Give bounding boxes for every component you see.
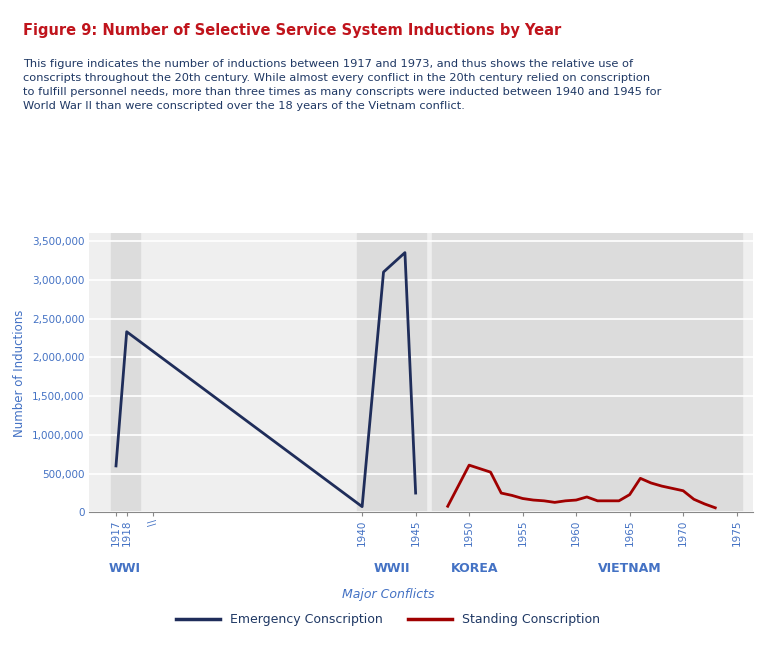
Bar [357,233,426,512]
Bar [518,233,742,512]
Text: WWII: WWII [373,562,410,575]
Text: KOREA: KOREA [451,562,498,575]
Bar [111,233,140,512]
Text: This figure indicates the number of inductions between 1917 and 1973, and thus s: This figure indicates the number of indu… [23,59,662,111]
Text: Major Conflicts: Major Conflicts [341,588,435,601]
Text: VIETNAM: VIETNAM [598,562,661,575]
Legend: Emergency Conscription, Standing Conscription: Emergency Conscription, Standing Conscri… [171,608,605,631]
Text: Figure 9: Number of Selective Service System Inductions by Year: Figure 9: Number of Selective Service Sy… [23,23,562,38]
Text: WWI: WWI [109,562,141,575]
Y-axis label: Number of Inductions: Number of Inductions [13,309,26,436]
Bar [431,233,518,512]
